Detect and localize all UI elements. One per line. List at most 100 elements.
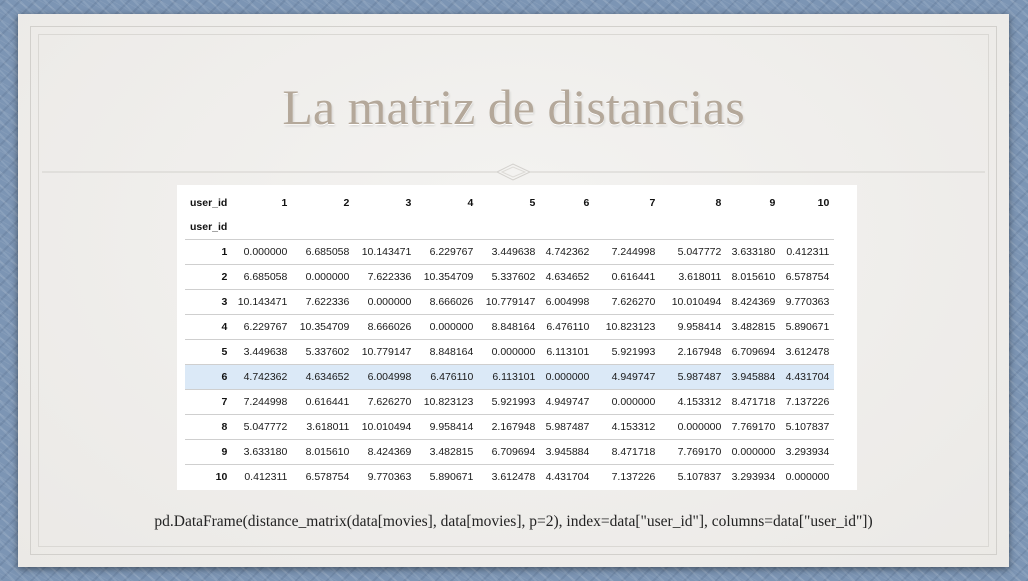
table-cell: 7.626270 xyxy=(611,296,656,308)
table-cell: 5.107837 xyxy=(677,471,722,483)
table-cell: 9.770363 xyxy=(785,296,830,308)
table-cell: 10.010494 xyxy=(361,421,412,433)
table-row: 4 6.229767 10.354709 8.666026 0.000000 8.8481… xyxy=(185,314,835,340)
table-cell: 8.015610 xyxy=(731,271,776,283)
table-cell: 2.167948 xyxy=(491,421,536,433)
table-cell: 3.945884 xyxy=(731,371,776,383)
column-header: 6 xyxy=(583,197,590,209)
table-cell: 10.823123 xyxy=(605,321,656,333)
row-index: 1 xyxy=(221,246,228,258)
table-cell: 5.890671 xyxy=(429,471,474,483)
table-cell: 0.000000 xyxy=(305,271,350,283)
table-cell: 6.476110 xyxy=(546,321,590,333)
table-cell: 3.449638 xyxy=(491,246,536,258)
table-cell: 7.244998 xyxy=(611,246,656,258)
table-cell: 0.000000 xyxy=(611,396,656,408)
row-index: 8 xyxy=(221,421,228,433)
row-index: 2 xyxy=(221,271,228,283)
table-cell: 5.047772 xyxy=(677,246,722,258)
row-index: 4 xyxy=(221,321,228,333)
table-cell: 10.010494 xyxy=(671,296,722,308)
slide: La matriz de distancias user_id 1 2 3 4 … xyxy=(18,14,1009,567)
table-cell: 0.000000 xyxy=(731,446,776,458)
row-index: 5 xyxy=(221,346,228,358)
table-cell: 10.143471 xyxy=(237,296,288,308)
table-cell: 8.666026 xyxy=(429,296,474,308)
code-snippet: pd.DataFrame(distance_matrix(data[movies… xyxy=(154,513,873,530)
table-cell: 0.412311 xyxy=(786,246,830,258)
table-cell: 7.244998 xyxy=(243,396,288,408)
table-row: 10 0.412311 6.578754 9.770363 5.890671 3.6124… xyxy=(185,464,835,490)
table-cell: 10.354709 xyxy=(299,321,350,333)
table-cell: 3.612478 xyxy=(785,346,830,358)
column-header: 5 xyxy=(529,197,536,209)
table-cell: 6.113101 xyxy=(546,346,590,358)
table-cell: 9.770363 xyxy=(367,471,412,483)
table-cell: 5.047772 xyxy=(243,421,288,433)
table-cell: 7.622336 xyxy=(305,296,350,308)
row-index: 9 xyxy=(221,446,228,458)
table-cell: 0.000000 xyxy=(367,296,412,308)
table-cell: 5.921993 xyxy=(491,396,536,408)
table-cell: 8.471718 xyxy=(731,396,776,408)
table-cell: 6.578754 xyxy=(305,471,350,483)
table-cell: 3.482815 xyxy=(429,446,474,458)
table-cell: 5.890671 xyxy=(785,321,830,333)
table-cell: 3.945884 xyxy=(545,446,590,458)
table-cell: 10.143471 xyxy=(361,246,412,258)
row-index: 10 xyxy=(215,471,228,483)
table-cell: 0.616441 xyxy=(611,271,656,283)
column-header: 9 xyxy=(769,197,776,209)
slide-border-outer xyxy=(30,26,997,555)
index-label: user_id xyxy=(190,221,228,233)
table-row: 7 7.244998 0.616441 7.626270 10.823123 5.9219… xyxy=(185,389,835,415)
table-cell: 7.626270 xyxy=(367,396,412,408)
table-cell: 3.293934 xyxy=(731,471,776,483)
table-cell: 9.958414 xyxy=(429,421,474,433)
table-row: 1 0.000000 6.685058 10.143471 6.229767 3.4496… xyxy=(185,239,835,265)
table-cell: 4.431704 xyxy=(785,371,830,383)
table-cell: 6.685058 xyxy=(305,246,350,258)
table-row: 2 6.685058 0.000000 7.622336 10.354709 5.3376… xyxy=(185,264,835,290)
table-cell: 4.634652 xyxy=(545,271,590,283)
slide-title: La matriz de distancias xyxy=(282,79,745,135)
table-cell: 0.000000 xyxy=(243,246,288,258)
table-cell: 3.618011 xyxy=(678,271,722,283)
table-cell: 0.616441 xyxy=(305,396,350,408)
table-cell: 6.476110 xyxy=(430,371,474,383)
table-cell: 4.153312 xyxy=(677,396,722,408)
table-cell: 3.633180 xyxy=(243,446,288,458)
table-cell: 6.229767 xyxy=(429,246,474,258)
table-cell: 0.000000 xyxy=(545,371,590,383)
table-cell: 5.921993 xyxy=(611,346,656,358)
table-cell: 4.949747 xyxy=(545,396,590,408)
table-cell: 0.000000 xyxy=(491,346,536,358)
table-cell: 0.000000 xyxy=(429,321,474,333)
table-cell: 6.004998 xyxy=(367,371,412,383)
table-cell: 4.153312 xyxy=(611,421,656,433)
table-cell: 4.949747 xyxy=(611,371,656,383)
table-cell: 8.424369 xyxy=(731,296,776,308)
table-cell: 7.622336 xyxy=(367,271,412,283)
table-cell: 4.742362 xyxy=(243,371,288,383)
row-index: 7 xyxy=(221,396,228,408)
table-cell: 6.709694 xyxy=(731,346,776,358)
table-cell: 3.612478 xyxy=(491,471,536,483)
table-row: 9 3.633180 8.015610 8.424369 3.482815 6.70969… xyxy=(185,439,835,465)
table-cell: 10.779147 xyxy=(361,346,412,358)
table-cell: 4.634652 xyxy=(305,371,350,383)
column-header: 3 xyxy=(405,197,412,209)
table-cell: 7.769170 xyxy=(731,421,776,433)
table-cell: 6.578754 xyxy=(785,271,830,283)
table-cell: 6.709694 xyxy=(491,446,536,458)
table-cell: 3.618011 xyxy=(306,421,350,433)
column-header: 4 xyxy=(467,197,474,209)
table-cell: 8.424369 xyxy=(367,446,412,458)
table-row: 8 5.047772 3.618011 10.010494 9.958414 2.1679… xyxy=(185,414,835,440)
table-cell: 5.987487 xyxy=(677,371,722,383)
index-label-row: user_id xyxy=(185,215,834,240)
table-cell: 6.685058 xyxy=(243,271,288,283)
table-cell: 7.137226 xyxy=(785,396,830,408)
